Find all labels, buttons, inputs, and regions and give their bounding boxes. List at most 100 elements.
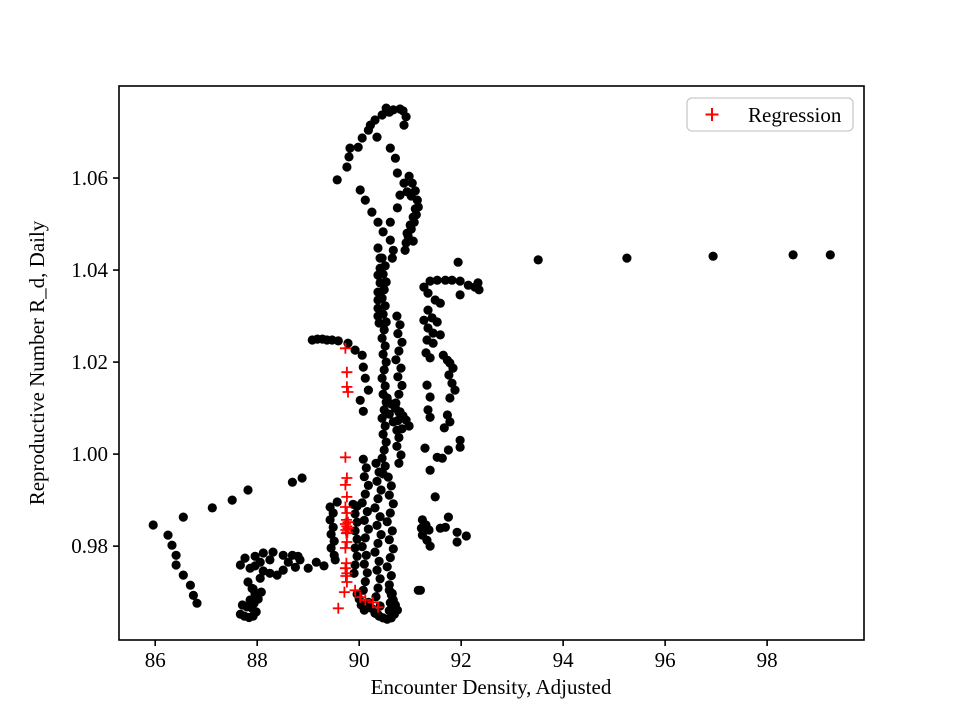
data-point [378, 309, 388, 319]
data-point [382, 562, 392, 572]
data-point [188, 590, 198, 601]
data-point [375, 512, 385, 522]
regression-point [339, 542, 351, 554]
data-point [396, 363, 406, 373]
data-point [409, 217, 419, 227]
data-point [425, 412, 435, 422]
regression-point [349, 584, 361, 596]
data-point [380, 301, 390, 311]
data-point [290, 562, 300, 572]
data-point [443, 445, 453, 455]
data-point [352, 534, 362, 544]
data-point [411, 210, 421, 220]
data-point [253, 594, 263, 604]
data-point [388, 499, 398, 509]
data-point [423, 305, 433, 315]
data-point [445, 417, 455, 427]
data-point [357, 542, 367, 552]
x-tick-label: 96 [655, 648, 676, 672]
regression-point [339, 501, 351, 513]
data-point [377, 333, 387, 343]
data-point [788, 250, 798, 260]
data-point [394, 432, 404, 443]
data-point [359, 472, 369, 482]
data-point [397, 337, 407, 347]
regression-point [339, 342, 351, 354]
data-point [361, 463, 371, 473]
x-tick-label: 94 [553, 648, 575, 672]
data-point [423, 288, 433, 298]
data-point [386, 571, 396, 581]
data-point [384, 409, 394, 419]
data-point [255, 557, 265, 567]
data-point [428, 328, 438, 338]
data-point [406, 191, 416, 201]
data-point [295, 555, 305, 565]
data-point [178, 512, 188, 522]
data-point [825, 250, 835, 260]
regression-point [341, 491, 353, 503]
data-point [413, 585, 423, 595]
data-point [192, 598, 202, 608]
data-point [370, 547, 380, 557]
data-point [388, 417, 398, 427]
data-point [278, 565, 288, 575]
data-point [326, 529, 336, 539]
data-point [258, 548, 268, 558]
data-point [400, 245, 410, 255]
data-point [359, 515, 369, 526]
data-point [330, 555, 340, 565]
data-point [272, 570, 282, 580]
data-point [235, 560, 245, 570]
legend-label: Regression [748, 103, 842, 127]
data-point [388, 544, 398, 554]
data-point [325, 515, 335, 525]
data-point [376, 485, 386, 495]
x-tick-label: 98 [757, 648, 778, 672]
data-point [379, 445, 389, 455]
data-point [352, 517, 362, 527]
regression-point [341, 366, 353, 378]
plot-area [118, 85, 865, 641]
data-point [377, 293, 387, 303]
regression-point [340, 570, 352, 582]
data-point [440, 522, 450, 532]
data-point [148, 520, 158, 530]
regression-series [332, 342, 384, 614]
data-point [474, 285, 484, 295]
data-point [392, 425, 402, 435]
data-point [381, 357, 391, 367]
data-point [425, 392, 435, 402]
data-point [407, 178, 417, 188]
data-point [329, 536, 339, 546]
data-point [425, 276, 435, 286]
regression-point [339, 479, 351, 491]
data-point [373, 583, 383, 593]
data-point [379, 285, 389, 295]
data-point [533, 255, 543, 265]
data-point [392, 203, 402, 213]
x-tick-label: 86 [145, 648, 166, 672]
data-point [374, 467, 384, 477]
data-point [311, 557, 321, 567]
data-point [428, 338, 438, 348]
data-point [380, 381, 390, 391]
data-point [425, 465, 435, 475]
data-point [455, 442, 465, 452]
data-point [432, 275, 442, 285]
data-point [363, 480, 373, 490]
data-point [452, 527, 462, 537]
data-point [371, 458, 381, 468]
x-axis-label: Encounter Density, Adjusted [371, 675, 612, 699]
x-tick-label: 90 [349, 648, 370, 672]
data-point [375, 574, 385, 584]
data-point [372, 520, 382, 531]
data-point [332, 175, 342, 185]
data-point [385, 508, 395, 518]
data-point [380, 261, 390, 271]
data-point [367, 207, 377, 217]
data-point [345, 143, 355, 153]
data-point [392, 441, 402, 451]
data-point [353, 142, 363, 152]
data-point [393, 372, 403, 382]
